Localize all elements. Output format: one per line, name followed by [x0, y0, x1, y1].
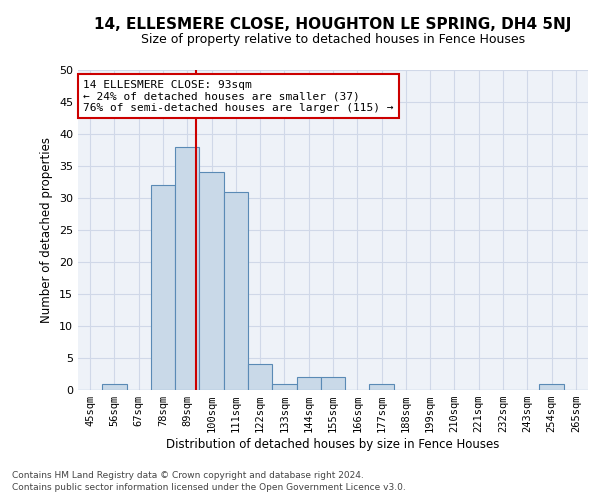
Bar [175, 147, 199, 390]
Text: Size of property relative to detached houses in Fence Houses: Size of property relative to detached ho… [141, 32, 525, 46]
Bar [272, 384, 296, 390]
Y-axis label: Number of detached properties: Number of detached properties [40, 137, 53, 323]
Text: 14, ELLESMERE CLOSE, HOUGHTON LE SPRING, DH4 5NJ: 14, ELLESMERE CLOSE, HOUGHTON LE SPRING,… [94, 18, 572, 32]
Bar [370, 384, 394, 390]
Bar [199, 172, 224, 390]
Bar [224, 192, 248, 390]
Text: 14 ELLESMERE CLOSE: 93sqm
← 24% of detached houses are smaller (37)
76% of semi-: 14 ELLESMERE CLOSE: 93sqm ← 24% of detac… [83, 80, 394, 113]
X-axis label: Distribution of detached houses by size in Fence Houses: Distribution of detached houses by size … [166, 438, 500, 451]
Text: Contains HM Land Registry data © Crown copyright and database right 2024.: Contains HM Land Registry data © Crown c… [12, 471, 364, 480]
Bar [151, 185, 175, 390]
Bar [321, 377, 345, 390]
Text: Contains public sector information licensed under the Open Government Licence v3: Contains public sector information licen… [12, 484, 406, 492]
Bar [539, 384, 564, 390]
Bar [102, 384, 127, 390]
Bar [248, 364, 272, 390]
Bar [296, 377, 321, 390]
